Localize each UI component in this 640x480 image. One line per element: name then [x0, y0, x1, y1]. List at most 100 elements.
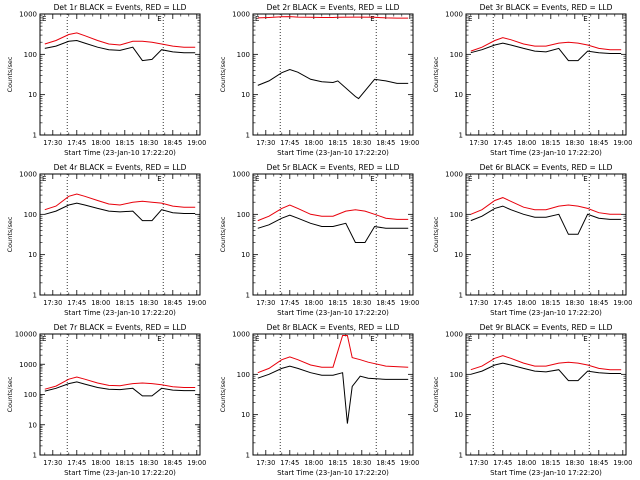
x-tick-label: 18:45 — [376, 139, 395, 147]
panel-chart: Det 5r BLACK = Events, RED = LLD 1 10 100 10… — [219, 163, 419, 317]
corner-mark-left: E — [468, 175, 472, 183]
x-tick-label: 17:45 — [67, 459, 86, 467]
plot-frame — [39, 173, 201, 296]
y-tick-label: 100 — [237, 211, 250, 219]
corner-mark-right: E — [157, 175, 161, 183]
events-series-line — [44, 381, 196, 397]
corner-mark-right: E — [583, 175, 587, 183]
x-tick-label: 18:45 — [376, 299, 395, 307]
y-tick-label: 1000 — [445, 331, 463, 339]
x-tick-label: 18:45 — [376, 459, 395, 467]
panel-title: Det 5r BLACK = Events, RED = LLD — [267, 163, 400, 172]
y-tick-label: 1000 — [445, 11, 463, 19]
x-axis-label: Start Time (23-Jan-10 17:22:20) — [64, 469, 176, 477]
corner-mark-right: E — [583, 335, 587, 343]
x-tick-label: 19:00 — [400, 459, 419, 467]
x-tick-label: 18:00 — [304, 299, 323, 307]
x-tick-label: 17:30 — [256, 459, 275, 467]
x-tick-label: 18:00 — [304, 139, 323, 147]
x-tick-label: 18:00 — [91, 459, 110, 467]
x-tick-label: 18:00 — [304, 459, 323, 467]
x-tick-label: 18:00 — [517, 299, 536, 307]
y-tick-label: 1 — [33, 452, 37, 460]
x-tick-label: 19:00 — [400, 139, 419, 147]
y-tick-label: 1000 — [232, 171, 250, 179]
y-tick-label: 10 — [28, 251, 37, 259]
lld-series-line — [470, 37, 622, 52]
corner-mark-left: E — [255, 175, 259, 183]
x-axis-label: Start Time (23-Jan-10 17:22:20) — [277, 149, 389, 157]
plot-frame — [39, 13, 201, 136]
x-tick-label: 18:00 — [517, 459, 536, 467]
x-tick-label: 17:30 — [469, 139, 488, 147]
x-tick-label: 18:15 — [328, 459, 347, 467]
y-tick-label: 1000 — [445, 171, 463, 179]
x-tick-label: 17:45 — [493, 299, 512, 307]
x-tick-label: 18:45 — [163, 139, 182, 147]
x-axis-label: Start Time (23-Jan-10 17:22:20) — [490, 149, 602, 157]
lld-series-line — [44, 32, 196, 48]
x-tick-label: 18:15 — [115, 299, 134, 307]
events-series-line — [470, 362, 622, 382]
events-series-line — [257, 68, 409, 100]
events-series-line — [257, 365, 409, 424]
x-tick-label: 17:45 — [67, 139, 86, 147]
detector-panel: Det 9r BLACK = Events, RED = LLD 1 10 100 10… — [426, 320, 639, 480]
x-tick-label: 19:00 — [613, 139, 632, 147]
lld-series-line — [257, 335, 409, 374]
x-tick-label: 18:30 — [352, 139, 371, 147]
y-tick-label: 100 — [24, 211, 37, 219]
panel-chart: Det 8r BLACK = Events, RED = LLD 1 10 100 10… — [219, 323, 419, 477]
y-tick-label: 100 — [450, 371, 463, 379]
corner-mark-right: E — [370, 175, 374, 183]
y-tick-label: 10 — [241, 411, 250, 419]
x-axis-label: Start Time (23-Jan-10 17:22:20) — [64, 149, 176, 157]
y-tick-label: 10 — [28, 91, 37, 99]
y-axis-label: Counts/sec — [432, 216, 440, 252]
x-tick-label: 18:15 — [115, 139, 134, 147]
corner-mark-right: E — [583, 15, 587, 23]
y-tick-label: 10 — [454, 411, 463, 419]
y-axis-label: Counts/sec — [6, 216, 14, 252]
y-tick-label: 100 — [24, 51, 37, 59]
x-tick-label: 18:15 — [541, 459, 560, 467]
events-series-line — [470, 42, 622, 62]
y-tick-label: 100 — [450, 211, 463, 219]
detector-panel: Det 2r BLACK = Events, RED = LLD 1 10 100 10… — [213, 0, 426, 160]
x-axis-label: Start Time (23-Jan-10 17:22:20) — [277, 309, 389, 317]
x-tick-label: 17:30 — [469, 299, 488, 307]
corner-mark-left: E — [255, 15, 259, 23]
y-tick-label: 100 — [237, 51, 250, 59]
panel-title: Det 2r BLACK = Events, RED = LLD — [267, 3, 400, 12]
events-series-line — [257, 214, 409, 243]
panel-title: Det 1r BLACK = Events, RED = LLD — [54, 3, 187, 12]
y-axis-label: Counts/sec — [6, 376, 14, 412]
panel-chart: Det 9r BLACK = Events, RED = LLD 1 10 100 10… — [432, 323, 632, 477]
x-tick-label: 17:30 — [43, 459, 62, 467]
x-tick-label: 18:45 — [589, 299, 608, 307]
lld-series-line — [257, 16, 409, 19]
y-tick-label: 10 — [454, 251, 463, 259]
panel-chart: Det 6r BLACK = Events, RED = LLD 1 10 100 10… — [432, 163, 632, 317]
y-axis-label: Counts/sec — [219, 376, 227, 412]
x-tick-label: 18:30 — [139, 459, 158, 467]
panel-chart: Det 4r BLACK = Events, RED = LLD 1 10 100 10… — [6, 163, 206, 317]
x-tick-label: 18:00 — [91, 299, 110, 307]
x-tick-label: 17:30 — [256, 299, 275, 307]
x-tick-label: 19:00 — [400, 299, 419, 307]
x-tick-label: 18:30 — [565, 139, 584, 147]
x-tick-label: 18:30 — [352, 299, 371, 307]
x-tick-label: 17:45 — [280, 459, 299, 467]
x-tick-label: 17:45 — [280, 299, 299, 307]
detector-panel: Det 8r BLACK = Events, RED = LLD 1 10 100 10… — [213, 320, 426, 480]
events-series-line — [44, 39, 196, 62]
x-axis-label: Start Time (23-Jan-10 17:22:20) — [277, 469, 389, 477]
x-axis-label: Start Time (23-Jan-10 17:22:20) — [64, 309, 176, 317]
x-tick-label: 18:15 — [328, 139, 347, 147]
lld-series-line — [470, 355, 622, 371]
corner-mark-left: E — [255, 335, 259, 343]
lld-series-line — [470, 197, 622, 215]
detector-panel: Det 6r BLACK = Events, RED = LLD 1 10 100 10… — [426, 160, 639, 320]
x-tick-label: 18:30 — [139, 139, 158, 147]
